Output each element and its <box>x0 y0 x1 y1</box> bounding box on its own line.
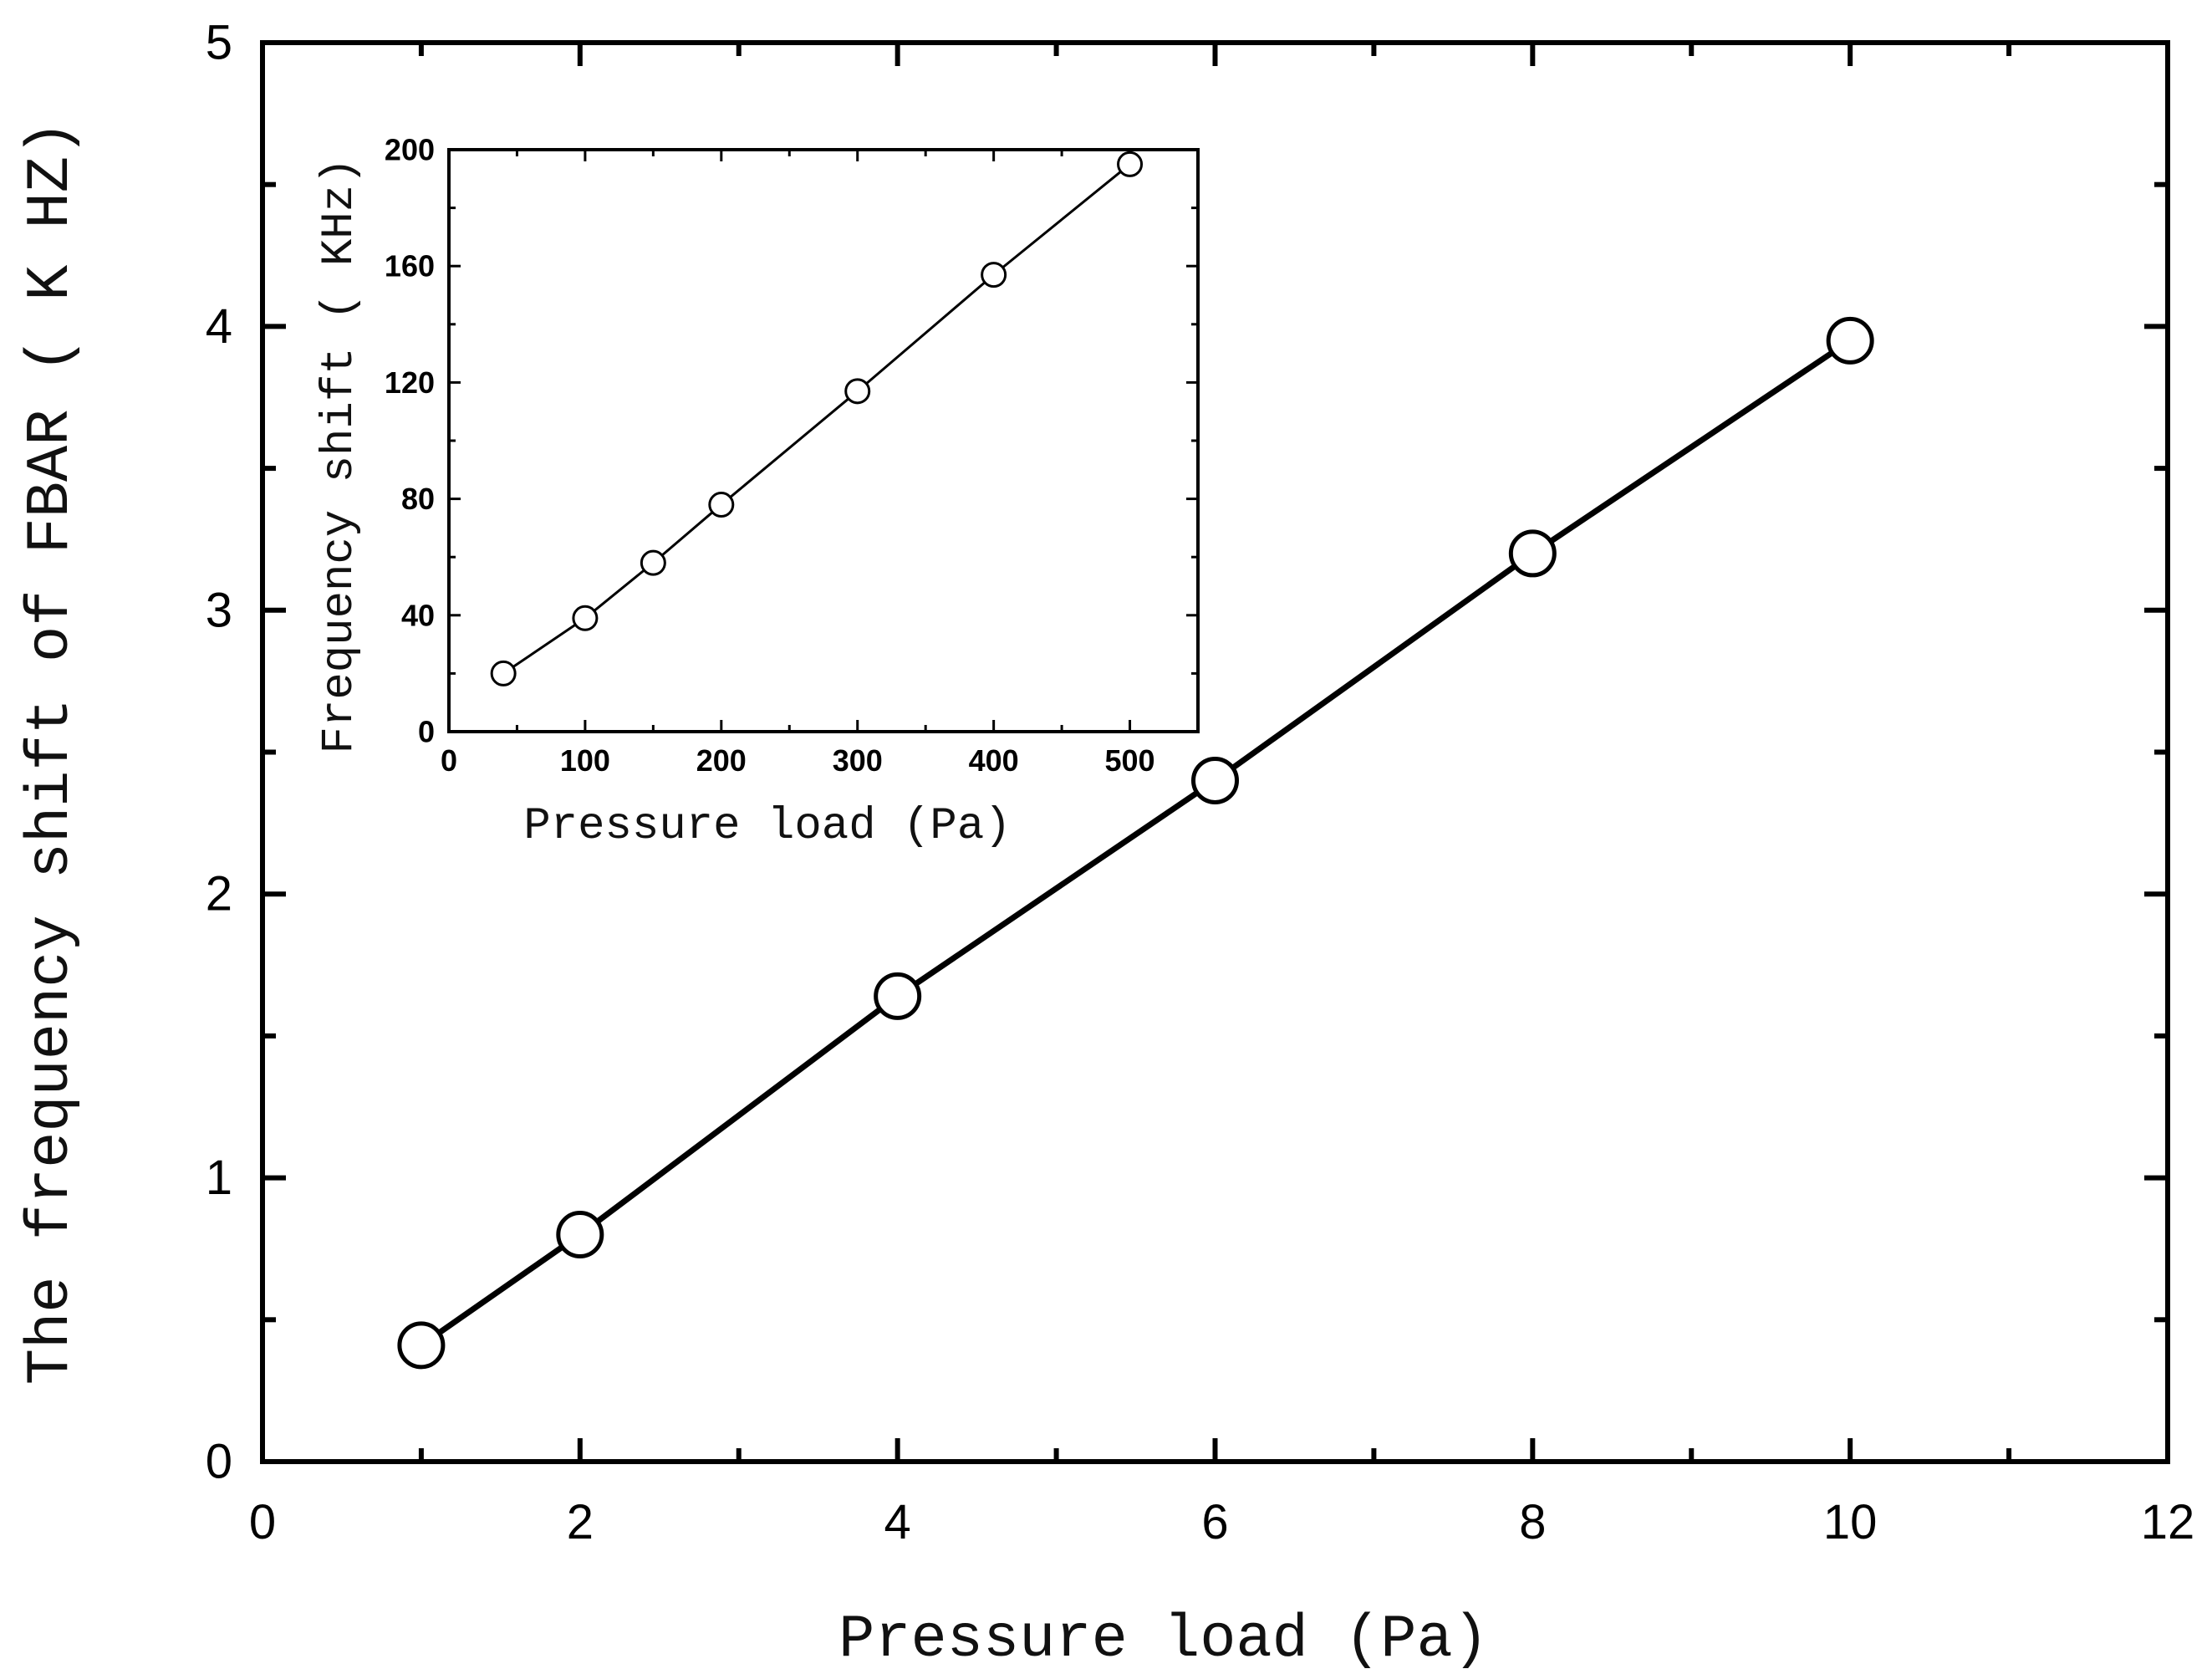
inset-tick-labels: 0 100 200 300 400 500 0 40 80 120 160 200 <box>385 133 1155 778</box>
inset-plot-frame <box>447 148 1200 733</box>
main-data-point <box>397 1321 446 1370</box>
inset-data-point <box>640 549 666 576</box>
main-y-tick-label: 1 <box>206 1151 232 1205</box>
inset-x-tick-label: 400 <box>969 743 1019 778</box>
inset-data-point <box>572 605 599 631</box>
inset-y-tick-label: 80 <box>401 482 435 516</box>
main-series-line <box>419 338 1853 1348</box>
main-y-tick-label: 3 <box>206 583 232 637</box>
main-x-tick-label: 10 <box>1823 1495 1878 1549</box>
main-data-point <box>556 1210 604 1258</box>
inset-y-tick-label: 160 <box>385 249 435 283</box>
main-x-tick-label: 2 <box>567 1495 594 1549</box>
main-x-tick-label: 6 <box>1201 1495 1228 1549</box>
main-x-axis-title: Pressure load (Pa) <box>838 1605 1489 1674</box>
inset-x-tick-label: 500 <box>1105 743 1155 778</box>
main-series <box>397 316 1874 1370</box>
inset-data-point <box>1117 151 1144 177</box>
inset-series <box>490 151 1144 686</box>
main-data-point <box>874 972 922 1020</box>
inset-y-axis-title: Frequency shift ( KHz) <box>314 158 365 754</box>
main-x-tick-label: 8 <box>1519 1495 1546 1549</box>
inset-x-tick-label: 0 <box>441 743 457 778</box>
main-x-tick-label: 4 <box>884 1495 911 1549</box>
main-y-tick-label: 0 <box>206 1435 232 1489</box>
inset-y-tick-label: 40 <box>401 598 435 632</box>
main-y-axis-title: The frequency shift of FBAR ( K HZ) <box>17 120 85 1385</box>
main-data-point <box>1508 529 1557 578</box>
inset-y-tick-label: 200 <box>385 133 435 167</box>
inset-x-tick-label: 200 <box>696 743 747 778</box>
main-ticks <box>260 40 2170 1464</box>
inset-data-point <box>490 660 517 686</box>
inset-y-tick-label: 0 <box>418 715 435 749</box>
inset-data-point <box>981 262 1007 288</box>
inset-data-point <box>844 378 871 405</box>
main-x-tick-label: 0 <box>249 1495 276 1549</box>
main-y-tick-label: 2 <box>206 867 232 921</box>
inset-x-tick-label: 100 <box>560 743 610 778</box>
inset-x-tick-label: 300 <box>833 743 883 778</box>
inset-y-tick-label: 120 <box>385 365 435 400</box>
main-data-point <box>1826 316 1874 365</box>
inset-x-axis-title: Pressure load (Pa) <box>523 801 1011 852</box>
main-y-tick-label: 5 <box>206 16 232 70</box>
main-y-tick-label: 4 <box>206 299 232 354</box>
inset-data-point <box>708 492 735 518</box>
main-data-point <box>1191 756 1239 804</box>
main-x-tick-label: 12 <box>2141 1495 2195 1549</box>
inset-plot: 0 100 200 300 400 500 0 40 80 120 160 200 Pressure … <box>314 133 1200 852</box>
